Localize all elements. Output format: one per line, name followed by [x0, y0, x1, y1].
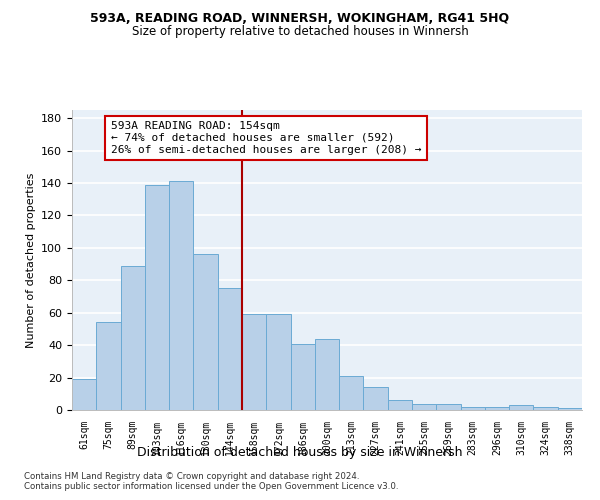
Bar — [436, 404, 461, 410]
Bar — [290, 344, 315, 410]
Bar — [509, 405, 533, 410]
Bar — [533, 407, 558, 410]
Bar — [218, 288, 242, 410]
Bar — [96, 322, 121, 410]
Bar — [315, 338, 339, 410]
Bar — [72, 379, 96, 410]
Text: 593A, READING ROAD, WINNERSH, WOKINGHAM, RG41 5HQ: 593A, READING ROAD, WINNERSH, WOKINGHAM,… — [91, 12, 509, 26]
Y-axis label: Number of detached properties: Number of detached properties — [26, 172, 35, 348]
Text: Contains public sector information licensed under the Open Government Licence v3: Contains public sector information licen… — [24, 482, 398, 491]
Text: Contains HM Land Registry data © Crown copyright and database right 2024.: Contains HM Land Registry data © Crown c… — [24, 472, 359, 481]
Bar — [242, 314, 266, 410]
Bar — [388, 400, 412, 410]
Text: 593A READING ROAD: 154sqm
← 74% of detached houses are smaller (592)
26% of semi: 593A READING ROAD: 154sqm ← 74% of detac… — [111, 122, 421, 154]
Bar — [145, 184, 169, 410]
Bar — [266, 314, 290, 410]
Bar — [461, 407, 485, 410]
Text: Distribution of detached houses by size in Winnersh: Distribution of detached houses by size … — [137, 446, 463, 459]
Bar — [485, 407, 509, 410]
Text: Size of property relative to detached houses in Winnersh: Size of property relative to detached ho… — [131, 25, 469, 38]
Bar — [193, 254, 218, 410]
Bar — [169, 182, 193, 410]
Bar — [558, 408, 582, 410]
Bar — [121, 266, 145, 410]
Bar — [412, 404, 436, 410]
Bar — [339, 376, 364, 410]
Bar — [364, 388, 388, 410]
